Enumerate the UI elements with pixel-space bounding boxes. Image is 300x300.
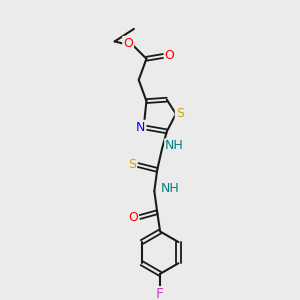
Text: F: F	[156, 287, 164, 300]
Text: N: N	[136, 121, 146, 134]
Text: S: S	[128, 158, 136, 171]
Text: O: O	[165, 50, 175, 62]
Text: NH: NH	[165, 139, 184, 152]
Text: NH: NH	[160, 182, 179, 195]
Text: O: O	[123, 37, 133, 50]
Text: O: O	[128, 211, 138, 224]
Text: S: S	[176, 107, 184, 120]
